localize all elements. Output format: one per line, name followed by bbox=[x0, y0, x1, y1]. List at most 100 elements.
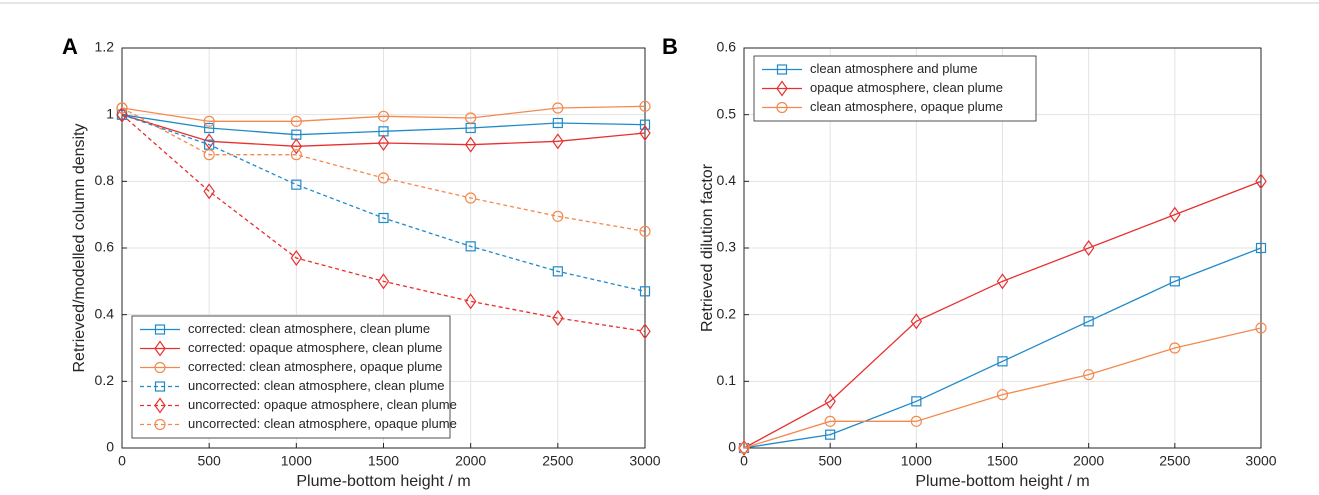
panel-label: B bbox=[662, 34, 678, 59]
marker bbox=[639, 323, 651, 340]
marker bbox=[824, 393, 836, 410]
marker bbox=[911, 396, 922, 407]
y-tick-label: 0.8 bbox=[95, 172, 115, 188]
legend-label: uncorrected: opaque atmosphere, clean pl… bbox=[188, 397, 457, 412]
marker bbox=[377, 134, 390, 152]
series-line bbox=[121, 105, 646, 122]
marker bbox=[203, 183, 215, 200]
series-line bbox=[121, 114, 646, 147]
legend-label: opaque atmosphere, clean plume bbox=[810, 80, 1003, 95]
marker bbox=[996, 389, 1009, 401]
marker bbox=[377, 172, 390, 184]
legend-label: corrected: opaque atmosphere, clean plum… bbox=[188, 340, 442, 355]
legend-marker bbox=[154, 397, 166, 414]
x-tick-label: 2000 bbox=[1073, 453, 1104, 469]
legend-label: corrected: clean atmosphere, clean plume bbox=[188, 321, 430, 336]
marker bbox=[552, 117, 563, 129]
y-tick-label: 0.4 bbox=[717, 172, 737, 188]
marker bbox=[290, 115, 302, 127]
axes-frame bbox=[121, 47, 646, 449]
marker bbox=[377, 110, 390, 122]
marker bbox=[997, 356, 1008, 367]
legend-label: uncorrected: clean atmosphere, opaque pl… bbox=[188, 416, 457, 431]
y-tick-label: 0 bbox=[728, 439, 736, 455]
marker bbox=[1083, 369, 1095, 381]
y-tick-label: 0.6 bbox=[717, 39, 737, 55]
x-axis-label: Plume-bottom height / m bbox=[915, 473, 1089, 490]
x-tick-label: 500 bbox=[818, 453, 842, 469]
legend-label: corrected: clean atmosphere, opaque plum… bbox=[188, 359, 442, 374]
marker bbox=[639, 100, 651, 112]
marker bbox=[465, 112, 477, 124]
legend-marker bbox=[154, 381, 166, 392]
y-tick-label: 0.6 bbox=[95, 239, 115, 255]
x-tick-label: 2000 bbox=[455, 453, 486, 469]
series-line bbox=[121, 114, 646, 136]
marker bbox=[552, 309, 564, 327]
marker bbox=[203, 115, 215, 127]
legend-box bbox=[131, 315, 451, 439]
marker bbox=[290, 138, 303, 155]
x-tick-label: 0 bbox=[118, 453, 126, 469]
marker bbox=[552, 133, 564, 150]
x-axis-label: Plume-bottom height / m bbox=[296, 473, 470, 490]
marker bbox=[825, 429, 836, 440]
marker bbox=[639, 225, 651, 237]
legend-marker bbox=[154, 418, 166, 431]
marker bbox=[738, 442, 750, 454]
legend-marker bbox=[154, 361, 166, 374]
marker bbox=[203, 149, 215, 161]
marker bbox=[464, 136, 477, 153]
legend-marker bbox=[776, 101, 788, 114]
marker bbox=[1169, 276, 1180, 287]
marker bbox=[1169, 206, 1181, 223]
marker bbox=[464, 293, 477, 310]
legend-box bbox=[753, 55, 1037, 122]
marker bbox=[738, 439, 750, 457]
marker bbox=[1082, 239, 1095, 257]
x-tick-label: 1000 bbox=[901, 453, 932, 469]
x-tick-label: 3000 bbox=[629, 453, 660, 469]
marker bbox=[910, 415, 922, 427]
series-line bbox=[121, 114, 646, 292]
y-axis-label: Retrieved/modelled column density bbox=[71, 123, 88, 372]
x-tick-label: 1500 bbox=[987, 453, 1018, 469]
marker bbox=[639, 286, 651, 297]
marker bbox=[290, 249, 303, 267]
series-line bbox=[743, 247, 1262, 449]
marker bbox=[291, 179, 302, 190]
panel-label: A bbox=[62, 34, 78, 59]
y-tick-label: 0.4 bbox=[95, 305, 115, 321]
series-line bbox=[121, 107, 646, 232]
legend-marker bbox=[154, 324, 166, 335]
y-tick-label: 1 bbox=[106, 105, 114, 121]
y-tick-label: 0.5 bbox=[717, 105, 737, 121]
series-line bbox=[121, 114, 646, 332]
marker bbox=[378, 212, 389, 224]
marker bbox=[465, 192, 477, 204]
marker bbox=[203, 133, 215, 150]
marker bbox=[552, 102, 564, 114]
x-tick-label: 1000 bbox=[281, 453, 312, 469]
marker bbox=[639, 119, 651, 130]
marker bbox=[1169, 342, 1181, 354]
y-tick-label: 0.3 bbox=[717, 239, 737, 255]
marker bbox=[910, 313, 923, 330]
marker bbox=[552, 266, 563, 277]
marker bbox=[377, 273, 390, 290]
marker bbox=[552, 210, 564, 222]
x-tick-label: 0 bbox=[740, 453, 748, 469]
y-tick-label: 0.2 bbox=[717, 305, 737, 321]
x-tick-label: 1500 bbox=[368, 453, 399, 469]
x-tick-label: 2500 bbox=[542, 453, 573, 469]
legend-marker bbox=[154, 340, 166, 357]
marker bbox=[996, 273, 1009, 290]
marker bbox=[204, 122, 215, 134]
y-axis-label: Retrieved dilution factor bbox=[699, 163, 716, 332]
marker bbox=[1255, 322, 1267, 334]
x-tick-label: 2500 bbox=[1159, 453, 1190, 469]
marker bbox=[824, 415, 836, 427]
y-tick-label: 0.1 bbox=[717, 372, 737, 388]
x-tick-label: 3000 bbox=[1245, 453, 1276, 469]
